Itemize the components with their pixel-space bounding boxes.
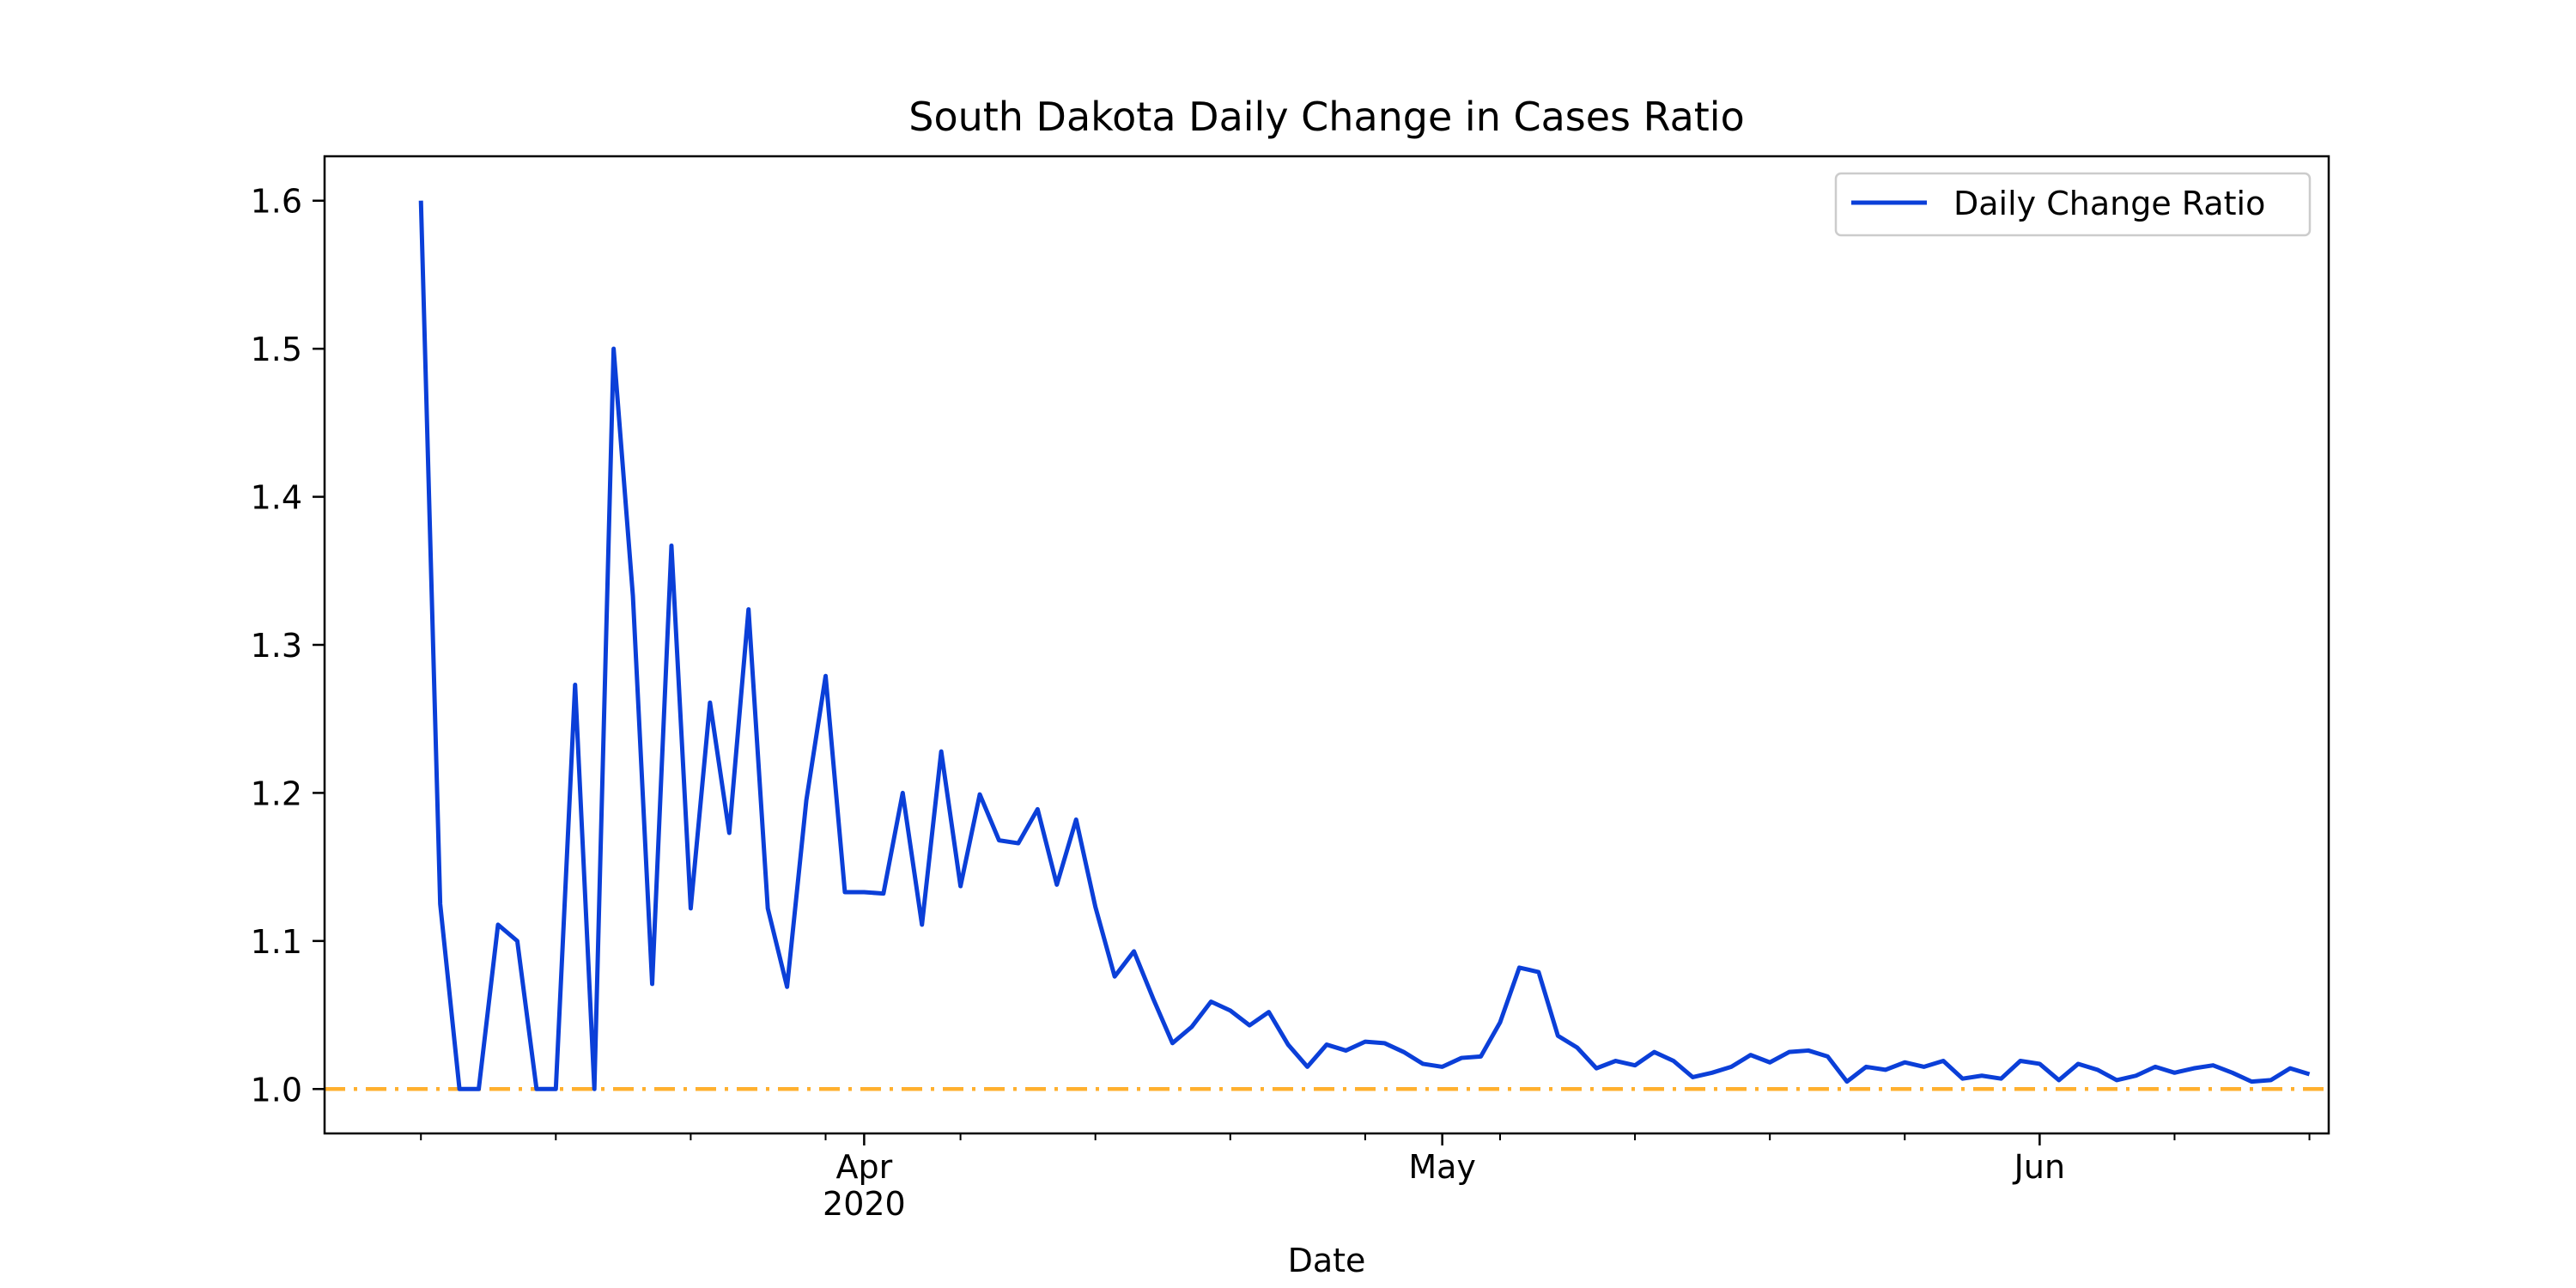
- x-tick-label: May: [1408, 1148, 1476, 1186]
- y-axis: 1.0 1.1 1.2 1.3 1.4 1.5 1.6: [251, 183, 325, 1109]
- x-tick-sublabel: 2020: [823, 1185, 906, 1223]
- x-tick-label: Apr: [836, 1148, 893, 1186]
- y-tick-label: 1.3: [251, 627, 302, 665]
- y-tick-label: 1.0: [251, 1071, 302, 1109]
- legend: Daily Change Ratio: [1834, 172, 2312, 237]
- legend-box: [1834, 172, 2312, 237]
- x-axis-label: Date: [1288, 1242, 1366, 1279]
- y-tick-label: 1.1: [251, 923, 302, 961]
- y-tick-label: 1.2: [251, 775, 302, 812]
- y-tick-label: 1.5: [251, 331, 302, 368]
- legend-label: Daily Change Ratio: [1953, 185, 2265, 222]
- chart-title: South Dakota Daily Change in Cases Ratio: [908, 94, 1744, 140]
- y-tick-label: 1.6: [251, 183, 302, 221]
- x-tick-label: Jun: [2013, 1148, 2065, 1186]
- series-line-0: [418, 200, 2311, 1091]
- series-layer: [418, 200, 2311, 1091]
- y-tick-label: 1.4: [251, 479, 302, 517]
